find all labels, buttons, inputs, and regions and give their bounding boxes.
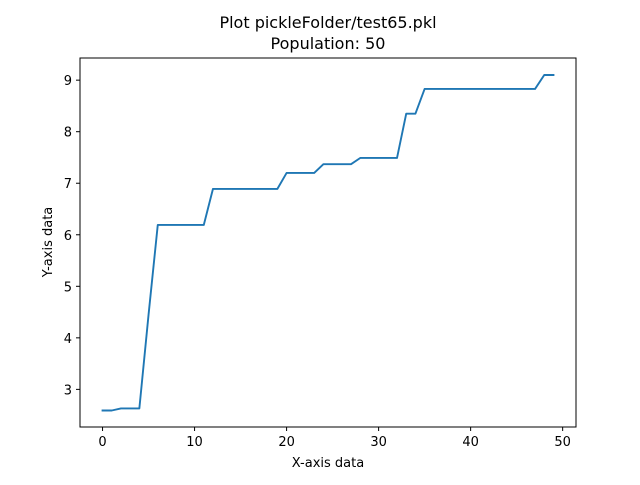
- x-axis-label: X-axis data: [292, 456, 364, 471]
- y-tick-label: 5: [64, 280, 72, 295]
- x-axis: 0 10 20 30 40 50: [98, 427, 571, 450]
- axes-frame: [79, 57, 577, 428]
- x-tick-label: 40: [462, 435, 479, 450]
- y-tick-label: 8: [64, 126, 72, 141]
- chart-subtitle: Population: 50: [271, 34, 386, 53]
- y-axis-label: Y-axis data: [41, 207, 56, 279]
- x-tick-label: 10: [186, 435, 203, 450]
- x-tick-label: 50: [554, 435, 571, 450]
- y-tick-label: 4: [64, 332, 72, 347]
- x-tick-label: 30: [370, 435, 387, 450]
- y-axis: 3 4 5 6 7 8 9: [64, 74, 80, 398]
- y-tick-label: 9: [64, 74, 72, 89]
- chart-title: Plot pickleFolder/test65.pkl: [219, 13, 436, 32]
- y-tick-label: 7: [64, 177, 72, 192]
- y-tick-label: 3: [64, 383, 72, 398]
- plot-area: [101, 74, 555, 412]
- series-line-0: [101, 74, 555, 412]
- x-tick-label: 0: [98, 435, 106, 450]
- y-tick-label: 6: [64, 229, 72, 244]
- x-tick-label: 20: [278, 435, 295, 450]
